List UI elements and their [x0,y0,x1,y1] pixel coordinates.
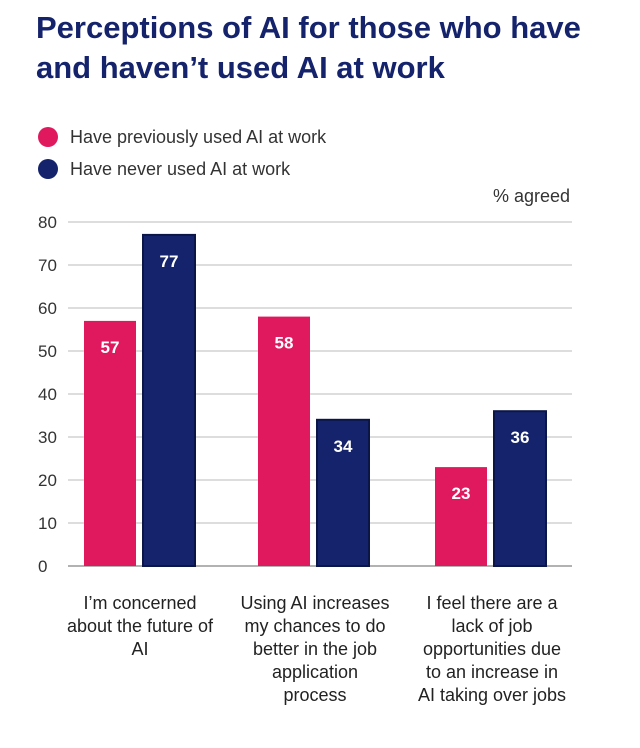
bar-never-2 [316,418,370,567]
bar-used-2 [258,316,310,566]
legend-item-never: Have never used AI at work [38,156,326,182]
category-label-1: I’m concerned about the future of AI [66,593,214,659]
legend-swatch-used [38,127,58,147]
legend-label-used: Have previously used AI at work [70,126,327,147]
legend-label-never: Have never used AI at work [70,158,291,179]
y-tick-label: 80 [38,213,57,232]
y-tick-label: 30 [38,428,57,447]
y-tick-label: 20 [38,471,57,490]
bar-never-3 [493,410,547,568]
y-tick-label: 10 [38,514,57,533]
data-label-used-3: 23 [452,484,471,503]
data-label-used-2: 58 [275,334,294,353]
y-tick-label: 70 [38,256,57,275]
y-tick-label: 60 [38,299,57,318]
bar-never-1 [142,233,196,567]
chart-title: Perceptions of AI for those who have and… [36,10,581,85]
data-label-never-2: 34 [334,437,353,456]
legend-item-used: Have previously used AI at work [38,124,326,150]
y-tick-label: 40 [38,385,57,404]
legend-swatch-never [38,159,58,179]
category-label-2: Using AI increases my chances to do bett… [240,593,390,705]
bar-used-3 [435,467,487,566]
bar-used-1 [84,320,136,566]
y-tick-label: 50 [38,342,57,361]
y-tick-label: 0 [38,557,47,576]
data-label-used-1: 57 [101,338,120,357]
data-label-never-1: 77 [160,252,179,271]
legend: Have previously used AI at work Have nev… [38,124,326,188]
category-label-3: I feel there are a lack of job opportuni… [417,593,567,705]
unit-label: % agreed [492,186,570,206]
data-label-never-3: 36 [511,428,530,447]
